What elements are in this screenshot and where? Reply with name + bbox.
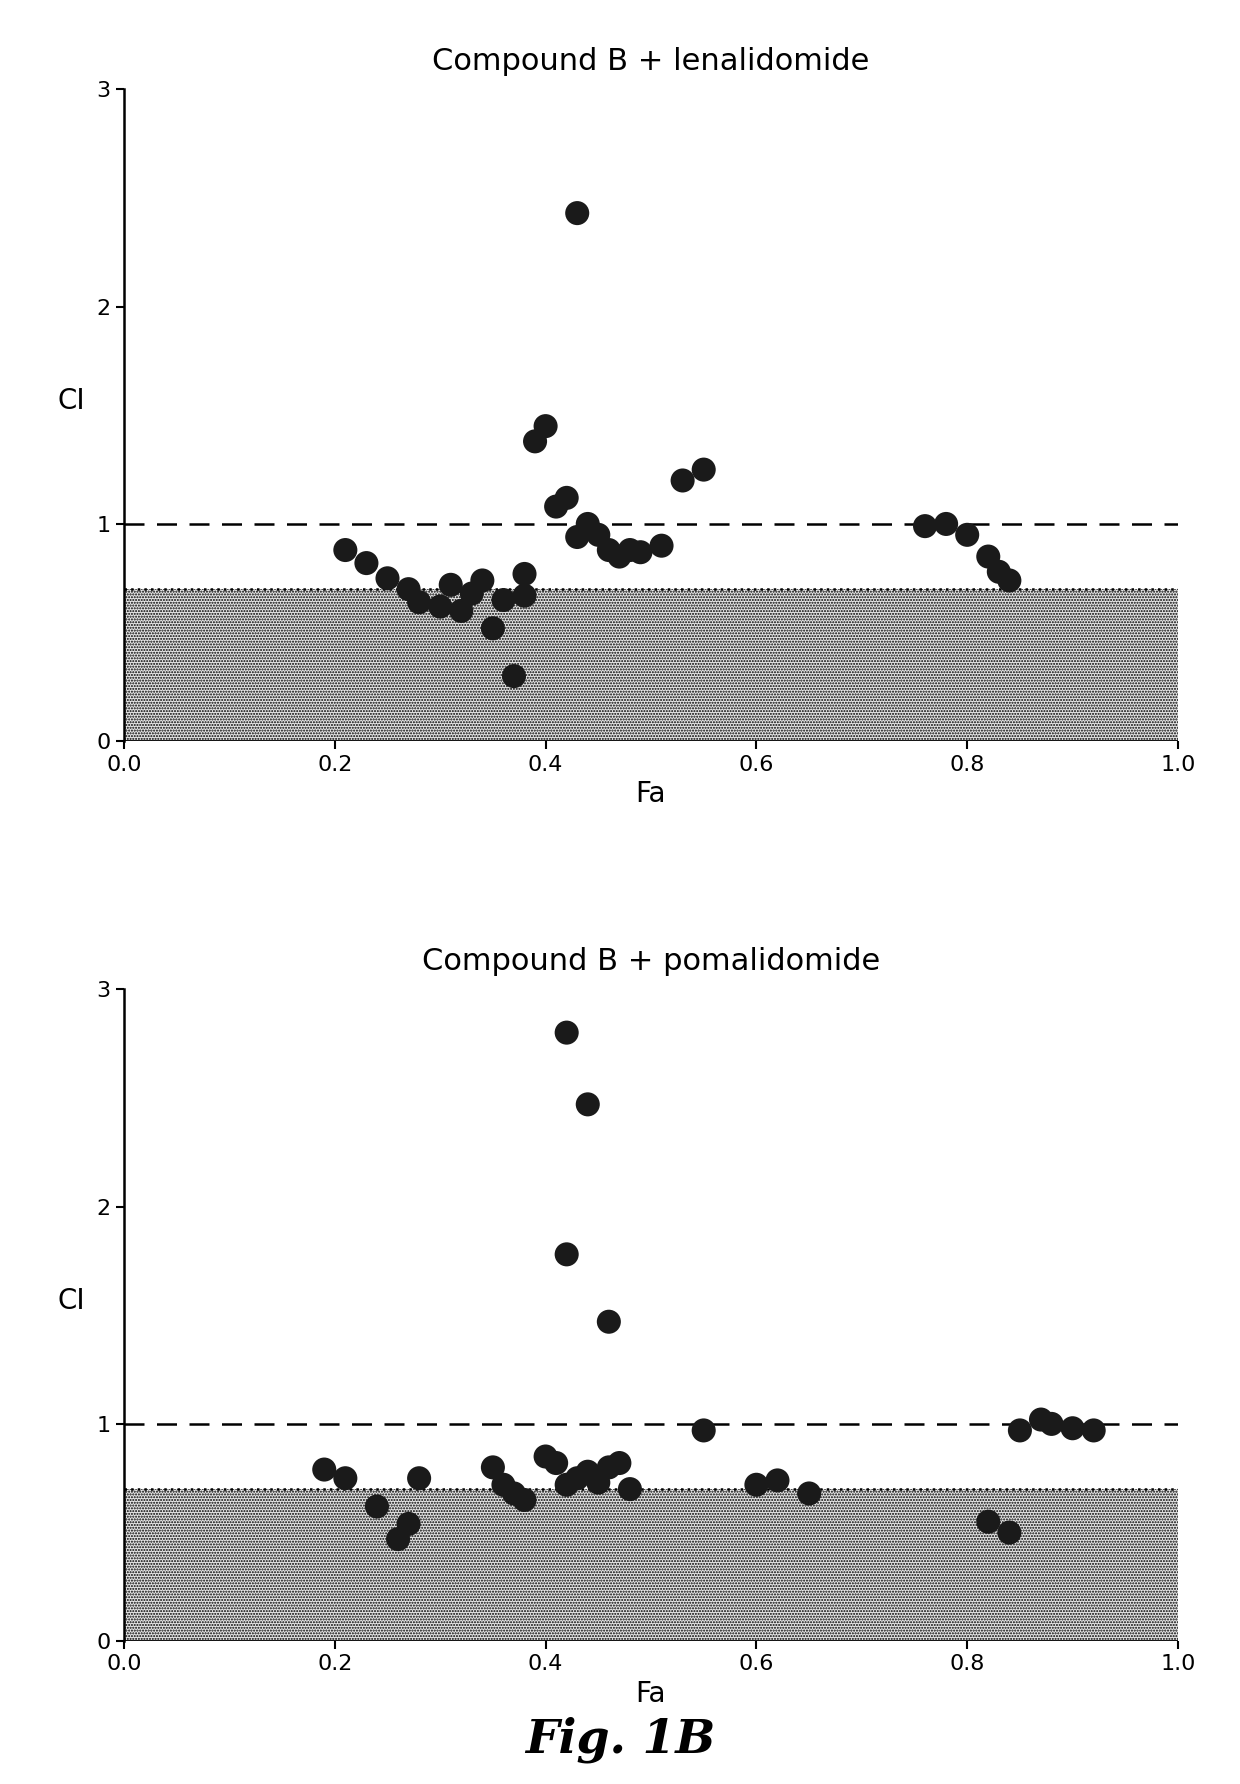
Point (399, 1509, 419, 1538)
Point (588, 1468, 608, 1497)
Point (599, 1308, 619, 1336)
Point (399, 574, 419, 603)
Point (335, 535, 356, 564)
Point (367, 1491, 387, 1520)
Point (610, 542, 629, 571)
Point (515, 1486, 534, 1515)
Point (377, 564, 397, 592)
Point (441, 571, 461, 599)
Point (409, 1465, 429, 1493)
Point (620, 1475, 640, 1504)
Point (1032, 1406, 1052, 1434)
Point (578, 510, 598, 539)
Point (494, 585, 513, 614)
Point (915, 512, 935, 541)
Point (620, 535, 640, 564)
Point (557, 1240, 577, 1268)
Point (472, 566, 492, 594)
Point (315, 1456, 335, 1484)
Point (1042, 1409, 1061, 1438)
X-axis label: Fa: Fa (636, 1681, 666, 1707)
Bar (124, 589, 1178, 742)
Point (1009, 1416, 1029, 1445)
Point (631, 539, 651, 567)
Point (388, 1525, 408, 1554)
Point (599, 1454, 619, 1483)
Point (557, 1470, 577, 1499)
Point (652, 532, 672, 560)
Point (768, 1466, 787, 1495)
Point (599, 535, 619, 564)
Title: Compound B + pomalidomide: Compound B + pomalidomide (422, 947, 880, 976)
Point (515, 560, 534, 589)
Title: Compound B + lenalidomide: Compound B + lenalidomide (433, 46, 869, 75)
Point (536, 1441, 556, 1470)
Point (588, 521, 608, 549)
Point (482, 1454, 503, 1483)
Point (999, 1518, 1019, 1547)
Point (451, 596, 471, 624)
Point (990, 558, 1009, 587)
Point (557, 1019, 577, 1047)
Point (1063, 1415, 1083, 1443)
Point (557, 483, 577, 512)
Point (546, 1449, 565, 1477)
X-axis label: Fa: Fa (636, 780, 666, 808)
Point (335, 1465, 356, 1493)
Point (578, 1090, 598, 1119)
Point (568, 523, 588, 551)
Point (999, 566, 1019, 594)
Point (568, 1465, 588, 1493)
Y-axis label: CI: CI (58, 1288, 86, 1315)
Point (568, 198, 588, 227)
Point (525, 426, 544, 455)
Point (610, 1449, 629, 1477)
Point (503, 1479, 525, 1507)
Point (1084, 1416, 1104, 1445)
Point (694, 455, 714, 483)
Point (799, 1479, 818, 1507)
Point (515, 582, 534, 610)
Point (978, 1507, 998, 1536)
Point (694, 1416, 714, 1445)
Text: Fig. 1B: Fig. 1B (525, 1716, 715, 1763)
Point (494, 1470, 513, 1499)
Point (672, 466, 692, 494)
Point (978, 542, 998, 571)
Point (409, 589, 429, 617)
Y-axis label: CI: CI (58, 387, 86, 416)
Point (536, 412, 556, 441)
Point (957, 521, 977, 549)
Point (482, 614, 503, 642)
Point (357, 549, 377, 578)
Point (546, 492, 565, 521)
Point (578, 1458, 598, 1486)
Point (936, 510, 956, 539)
Point (503, 662, 525, 690)
Point (746, 1470, 766, 1499)
Point (461, 580, 481, 608)
Bar (124, 1490, 1178, 1641)
Point (430, 592, 450, 621)
